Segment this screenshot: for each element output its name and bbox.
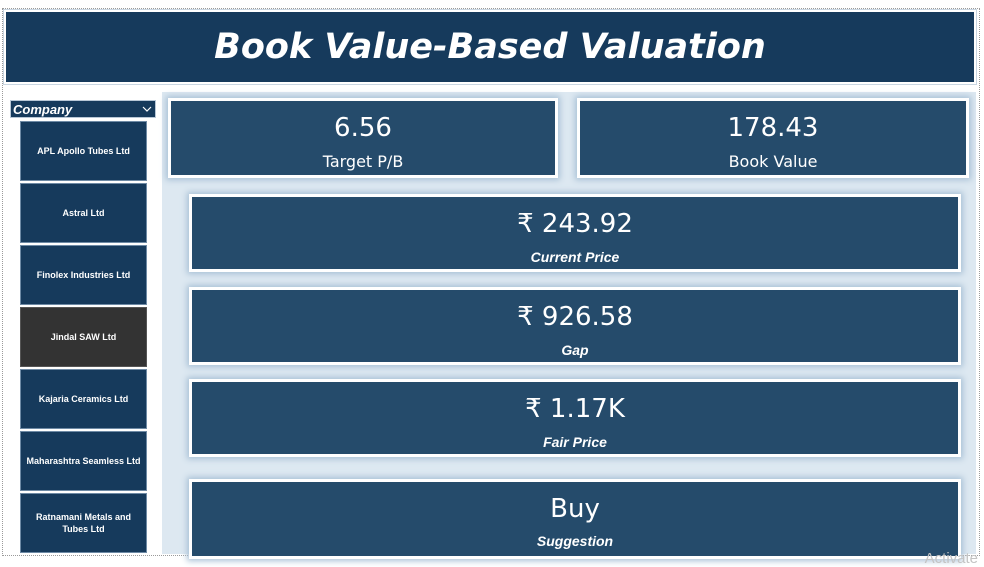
fair-price-label: Fair Price: [543, 434, 607, 450]
page-title: Book Value-Based Valuation: [214, 27, 766, 67]
fair-price-card: ₹ 1.17K Fair Price: [189, 379, 961, 457]
slicer-list: APL Apollo Tubes Ltd Astral Ltd Finolex …: [20, 121, 147, 555]
slicer-header[interactable]: Company: [10, 100, 156, 118]
target-pb-label: Target P/B: [322, 152, 404, 171]
slicer-item-kajaria[interactable]: Kajaria Ceramics Ltd: [20, 369, 147, 429]
activation-watermark: Activate: [924, 550, 978, 567]
slicer-item-finolex[interactable]: Finolex Industries Ltd: [20, 245, 147, 305]
suggestion-label: Suggestion: [536, 533, 614, 549]
gap-card: ₹ 926.58 Gap: [189, 287, 961, 365]
title-banner: Book Value-Based Valuation: [3, 9, 977, 85]
slicer-item-apl-apollo[interactable]: APL Apollo Tubes Ltd: [20, 121, 147, 181]
slicer-title: Company: [13, 102, 73, 117]
slicer-item-jindal-saw[interactable]: Jindal SAW Ltd: [20, 307, 147, 367]
target-pb-card: 6.56 Target P/B: [168, 98, 558, 178]
gap-value: ₹ 926.58: [517, 302, 633, 332]
company-slicer: Company APL Apollo Tubes Ltd Astral Ltd …: [10, 100, 156, 554]
book-value-label: Book Value: [728, 152, 818, 171]
suggestion-card: Buy Suggestion: [189, 479, 961, 559]
slicer-item-maharashtra-seamless[interactable]: Maharashtra Seamless Ltd: [20, 431, 147, 491]
suggestion-value: Buy: [550, 494, 600, 524]
current-price-card: ₹ 243.92 Current Price: [189, 194, 961, 272]
book-value-card: 178.43 Book Value: [577, 98, 969, 178]
target-pb-value: 6.56: [334, 113, 392, 143]
slicer-item-astral[interactable]: Astral Ltd: [20, 183, 147, 243]
current-price-value: ₹ 243.92: [517, 209, 633, 239]
chevron-down-icon[interactable]: [141, 101, 153, 117]
book-value-value: 178.43: [727, 113, 819, 143]
slicer-item-ratnamani[interactable]: Ratnamani Metals and Tubes Ltd: [20, 493, 147, 553]
gap-label: Gap: [561, 342, 589, 358]
fair-price-value: ₹ 1.17K: [525, 394, 625, 424]
current-price-label: Current Price: [530, 249, 620, 265]
